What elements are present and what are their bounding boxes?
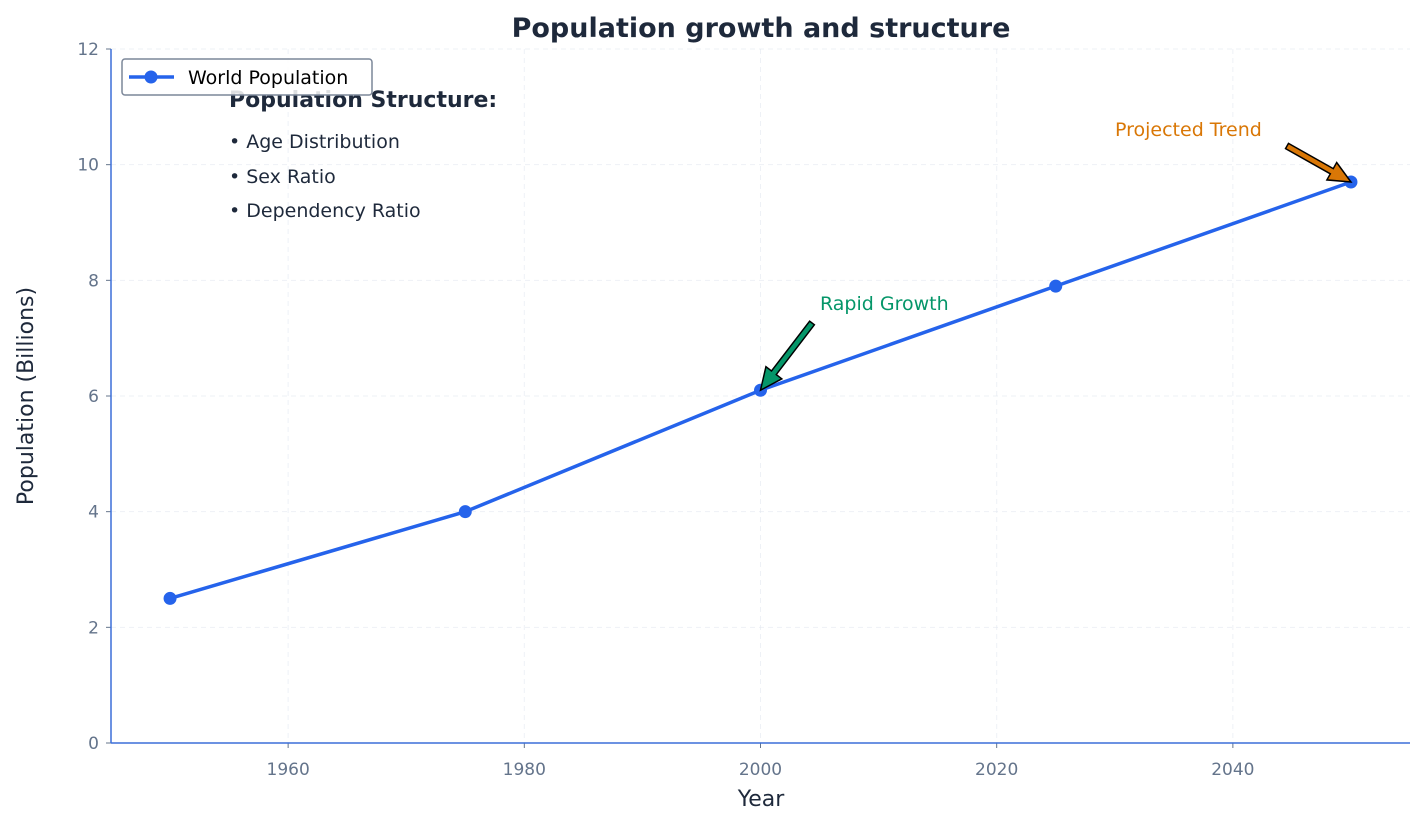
textbox-item: • Sex Ratio [229,166,336,188]
annotation-label: Rapid Growth [820,293,949,315]
chart-title: Population growth and structure [512,13,1011,44]
data-point [458,505,472,519]
y-tick-label: 10 [77,156,99,176]
annotation-arrow [1284,142,1353,183]
annotation-arrow [759,320,816,392]
data-point [163,591,177,605]
y-axis-label: Population (Billions) [14,287,39,505]
annotation-label: Projected Trend [1115,119,1262,141]
x-tick-label: 1980 [503,760,546,780]
y-tick-label: 2 [88,618,99,638]
y-tick-label: 8 [88,271,99,291]
x-tick-label: 2040 [1211,760,1254,780]
textbox-item: • Dependency Ratio [229,200,421,222]
axes: 1960 1980 2000 2020 2040 0 2 4 6 8 10 12 [77,40,1410,780]
y-tick-label: 0 [88,734,99,754]
data-point [1049,279,1063,293]
x-tick-label: 1960 [267,760,310,780]
y-tick-label: 6 [88,387,99,407]
structure-textbox: Population Structure: • Age Distribution… [229,88,497,222]
annotations: Rapid Growth Projected Trend [759,119,1353,392]
x-axis-label: Year [737,787,786,812]
legend-label: World Population [188,67,348,89]
legend-marker [144,70,158,84]
x-tick-label: 2020 [975,760,1018,780]
x-tick-label: 2000 [739,760,782,780]
y-tick-label: 12 [77,40,99,60]
grid [111,48,1410,744]
legend: World Population [121,58,373,96]
textbox-item: • Age Distribution [229,131,400,153]
y-tick-label: 4 [88,503,99,523]
